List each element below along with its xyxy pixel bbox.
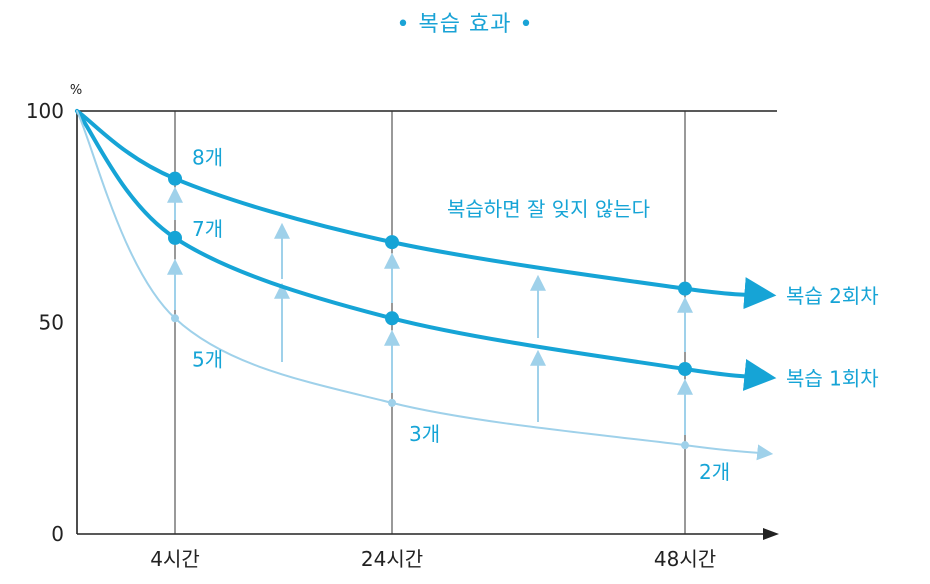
chart-title: • 복습 효과 • <box>396 12 534 37</box>
data-point <box>678 281 692 296</box>
no-review-curve <box>76 110 774 461</box>
x-tick-label: 4시간 <box>150 547 200 571</box>
y-tick-label: 50 <box>39 311 64 335</box>
y-tick-label: 100 <box>26 99 64 123</box>
data-point <box>681 441 689 450</box>
point-value-label: 8개 <box>192 146 223 170</box>
data-point <box>385 235 399 250</box>
data-point <box>385 311 399 326</box>
point-value-label: 5개 <box>192 347 223 371</box>
point-value-label: 7개 <box>192 217 223 241</box>
data-point <box>678 362 692 377</box>
x-axis-arrowhead <box>763 528 779 540</box>
y-unit-label: % <box>70 83 82 98</box>
point-value-label: 3개 <box>409 422 440 446</box>
series-label: 복습 1회차 <box>786 366 879 390</box>
x-tick-label: 24시간 <box>361 547 423 571</box>
data-point <box>168 230 182 245</box>
data-point <box>168 171 182 186</box>
review-2nd-curve <box>75 109 777 310</box>
point-value-label: 2개 <box>699 460 730 484</box>
y-tick-label: 0 <box>51 522 64 546</box>
review-1st-curve <box>75 109 777 391</box>
annotation-label: 복습하면 잘 잊지 않는다 <box>447 197 650 221</box>
data-point <box>388 398 396 407</box>
x-tick-label: 48시간 <box>654 547 716 571</box>
series-label: 복습 2회차 <box>786 284 879 308</box>
data-point <box>171 314 179 323</box>
